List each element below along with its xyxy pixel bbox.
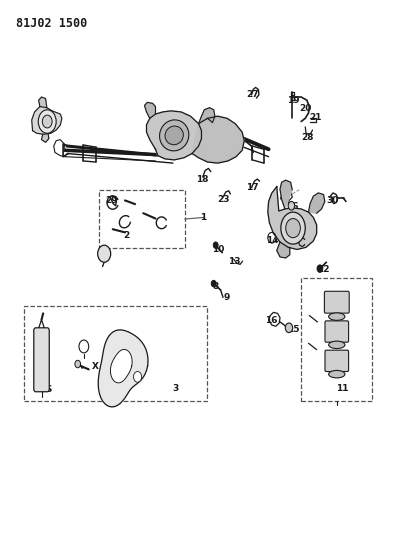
Text: 10: 10 xyxy=(212,245,224,254)
Bar xyxy=(99,190,185,248)
Polygon shape xyxy=(39,97,47,108)
Polygon shape xyxy=(42,133,49,142)
Circle shape xyxy=(75,360,81,368)
Circle shape xyxy=(98,245,111,262)
Text: 30: 30 xyxy=(327,196,339,205)
Text: 16: 16 xyxy=(265,317,277,325)
Text: 23: 23 xyxy=(217,195,229,204)
Text: 25: 25 xyxy=(221,143,233,151)
Polygon shape xyxy=(192,116,244,163)
Text: 6: 6 xyxy=(46,385,52,393)
Circle shape xyxy=(213,242,218,248)
Text: 27: 27 xyxy=(246,91,259,99)
Text: 28: 28 xyxy=(302,133,314,142)
Circle shape xyxy=(133,372,142,382)
Text: 26: 26 xyxy=(286,203,298,211)
Ellipse shape xyxy=(329,313,345,320)
Text: 21: 21 xyxy=(310,113,322,122)
FancyBboxPatch shape xyxy=(34,328,49,392)
FancyBboxPatch shape xyxy=(325,350,348,372)
Polygon shape xyxy=(199,108,215,124)
Circle shape xyxy=(211,280,216,287)
Ellipse shape xyxy=(160,120,189,151)
Ellipse shape xyxy=(165,126,183,145)
Polygon shape xyxy=(280,180,292,209)
Text: 1: 1 xyxy=(200,213,207,222)
Text: 12: 12 xyxy=(295,239,307,247)
Polygon shape xyxy=(268,187,317,249)
Text: 19: 19 xyxy=(287,96,300,104)
Text: 17: 17 xyxy=(246,183,259,192)
Polygon shape xyxy=(98,330,148,407)
Text: 5: 5 xyxy=(106,357,112,366)
Polygon shape xyxy=(144,102,155,118)
Text: 2: 2 xyxy=(123,231,129,240)
Circle shape xyxy=(285,323,293,333)
Text: 15: 15 xyxy=(287,325,299,334)
Polygon shape xyxy=(32,107,62,134)
Circle shape xyxy=(38,110,56,133)
Text: 11: 11 xyxy=(336,384,348,392)
Ellipse shape xyxy=(329,370,345,378)
Text: 22: 22 xyxy=(317,265,329,274)
Bar xyxy=(24,306,207,401)
Text: X 10: X 10 xyxy=(92,362,114,370)
Polygon shape xyxy=(110,350,132,383)
FancyBboxPatch shape xyxy=(324,291,349,313)
Polygon shape xyxy=(147,111,201,160)
Text: 24: 24 xyxy=(279,189,292,197)
Bar xyxy=(301,278,372,401)
Text: 3: 3 xyxy=(172,384,178,392)
Text: 4: 4 xyxy=(123,373,129,382)
FancyBboxPatch shape xyxy=(325,321,348,342)
Circle shape xyxy=(286,219,300,238)
Text: 7: 7 xyxy=(102,253,108,261)
Text: 13: 13 xyxy=(228,257,241,265)
Circle shape xyxy=(288,201,295,210)
Polygon shape xyxy=(309,193,325,213)
Text: 81J02 1500: 81J02 1500 xyxy=(16,17,88,30)
Text: 8: 8 xyxy=(212,282,219,291)
Circle shape xyxy=(281,212,305,244)
Circle shape xyxy=(317,265,323,272)
Text: 18: 18 xyxy=(197,175,209,183)
Text: 29: 29 xyxy=(105,196,118,205)
Ellipse shape xyxy=(329,341,345,349)
Text: 20: 20 xyxy=(299,104,311,113)
Circle shape xyxy=(42,115,52,128)
Polygon shape xyxy=(277,242,290,258)
Text: 9: 9 xyxy=(224,293,230,302)
Text: 14: 14 xyxy=(265,237,278,245)
